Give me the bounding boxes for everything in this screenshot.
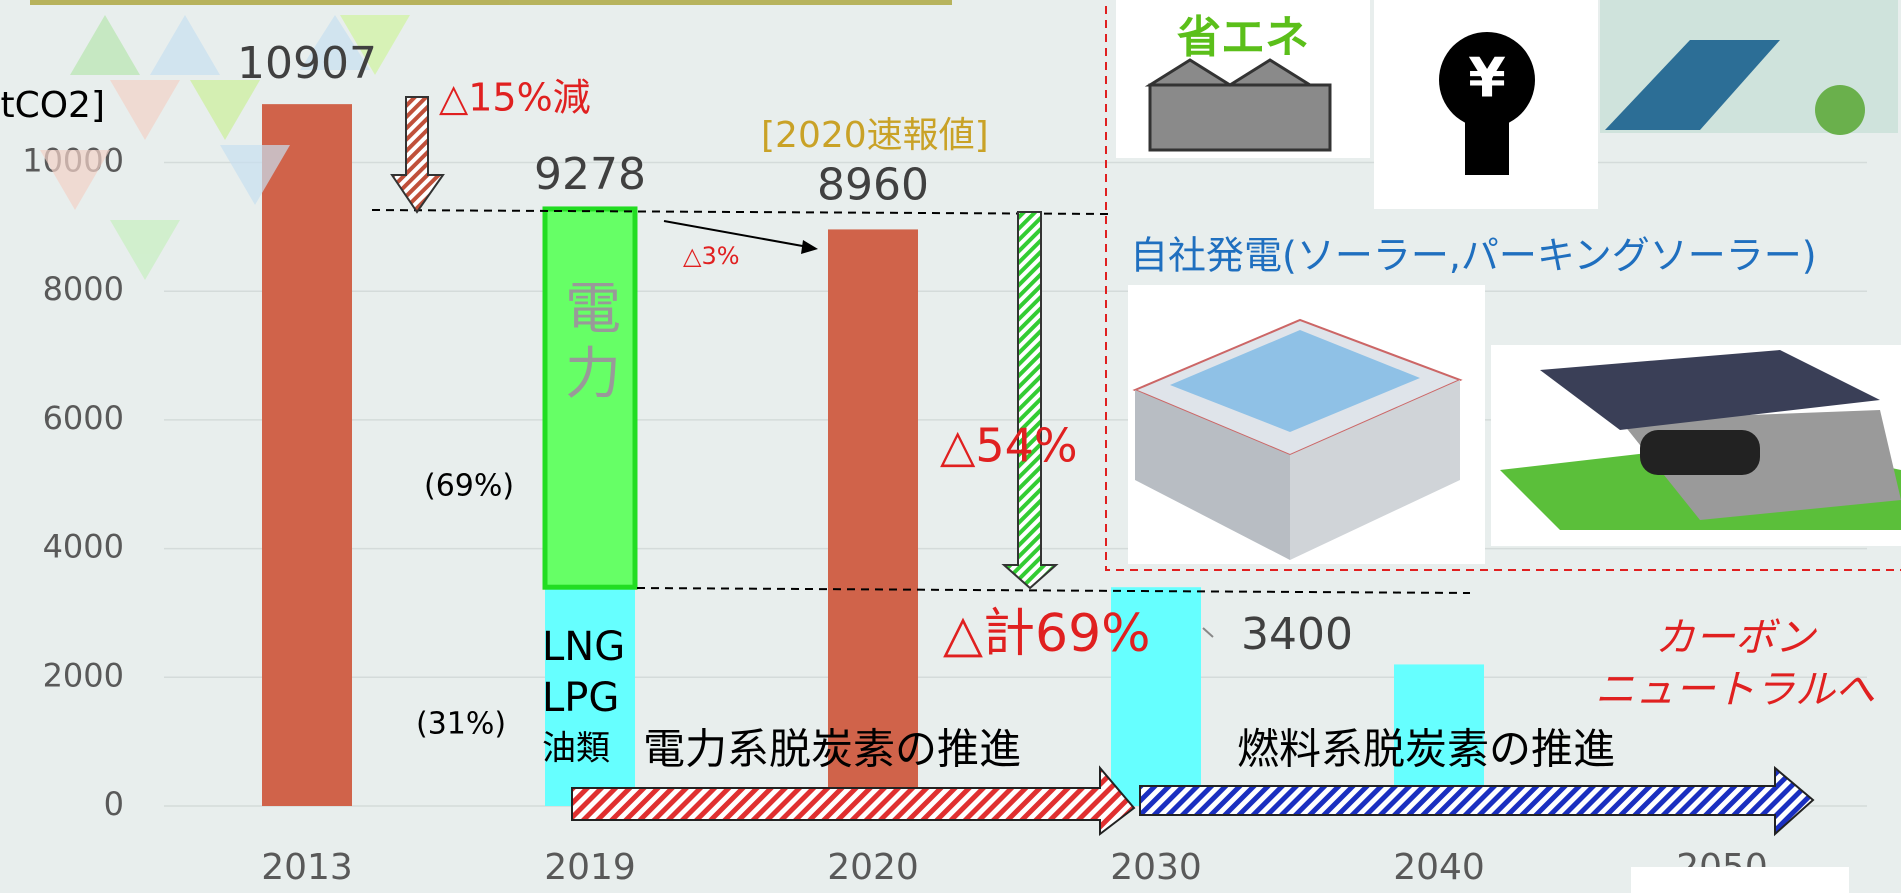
arrow xyxy=(1004,212,1056,588)
annotation: (31%) xyxy=(416,707,506,742)
annotation: △計69% xyxy=(943,604,1151,664)
x-tick-label: 2020 xyxy=(827,847,919,888)
bar xyxy=(262,104,352,806)
y-tick-label: 8000 xyxy=(43,270,124,308)
picture-solar-city xyxy=(1600,0,1898,135)
value-label: 3400 xyxy=(1241,609,1353,660)
slide: 0200040006000800010000[tCO2]201320192020… xyxy=(0,0,1901,893)
picture-solar-factory xyxy=(1128,285,1485,564)
annotation: 電力系脱炭素の推進 xyxy=(643,725,1021,774)
picture-carport xyxy=(1491,345,1901,546)
annotation: 自社発電(ソーラー,パーキングソーラー) xyxy=(1130,234,1817,278)
svg-text:¥: ¥ xyxy=(1468,47,1506,110)
annotation: △3% xyxy=(683,242,740,270)
annotation: (69%) xyxy=(424,469,514,504)
y-unit: [tCO2] xyxy=(0,85,105,126)
annotation: 油類 xyxy=(542,729,610,769)
annotation: 力 xyxy=(565,342,621,407)
y-tick-label: 0 xyxy=(104,785,124,823)
leader xyxy=(1203,628,1213,637)
x-tick-label: 2019 xyxy=(544,847,636,888)
annotation: LNG xyxy=(542,624,625,670)
arrow xyxy=(392,97,443,212)
value-label: 10907 xyxy=(237,38,377,89)
dashed-line xyxy=(372,210,1110,214)
annotation: 省エネ xyxy=(1177,12,1309,63)
picture-sdg xyxy=(1631,867,1849,893)
x-tick-label: 2030 xyxy=(1110,847,1202,888)
picture-bulb: ¥ xyxy=(1374,0,1598,209)
y-tick-label: 4000 xyxy=(43,528,124,566)
y-tick-label: 6000 xyxy=(43,399,124,437)
annotation: 燃料系脱炭素の推進 xyxy=(1237,725,1615,774)
x-tick-label: 2013 xyxy=(261,847,353,888)
arrow-head xyxy=(801,240,818,254)
annotation: ニュートラルへ xyxy=(1595,667,1875,713)
y-tick-label: 2000 xyxy=(43,656,124,694)
dashed-line xyxy=(637,588,1470,593)
annotation: △15%減 xyxy=(439,76,591,120)
annotation: △54% xyxy=(940,419,1078,473)
bar xyxy=(828,229,918,806)
annotation: [2020速報値] xyxy=(761,115,989,156)
annotation: 電 xyxy=(565,277,621,342)
value-label: 8960 xyxy=(817,159,929,210)
annotation: カーボン xyxy=(1655,615,1817,661)
value-label: 9278 xyxy=(534,149,646,200)
x-tick-label: 2040 xyxy=(1393,847,1485,888)
annotation: LPG xyxy=(542,675,619,721)
